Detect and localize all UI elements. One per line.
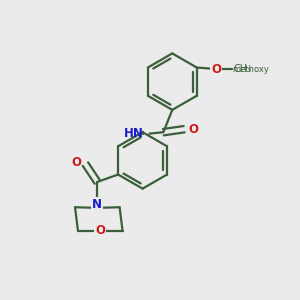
Text: HN: HN xyxy=(124,127,144,140)
Text: O: O xyxy=(72,156,82,169)
Text: CH₃: CH₃ xyxy=(234,64,252,74)
Text: O: O xyxy=(188,123,198,136)
Text: O: O xyxy=(211,62,221,76)
Text: methoxy: methoxy xyxy=(232,64,269,74)
Text: O: O xyxy=(95,224,105,238)
Text: N: N xyxy=(92,198,102,211)
